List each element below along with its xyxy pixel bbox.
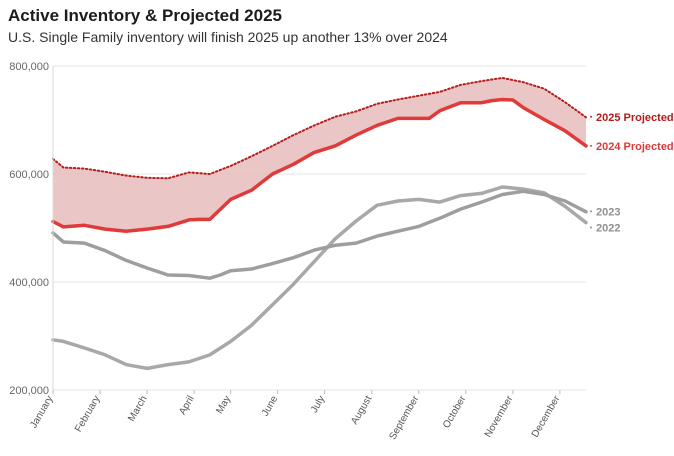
series-end-label: 2024 Projected <box>596 141 674 153</box>
series-end-label: 2023 <box>596 206 620 218</box>
x-tick-label: June <box>260 394 281 419</box>
y-tick-label: 400,000 <box>9 277 49 289</box>
x-tick-label: January <box>28 394 55 430</box>
chart-title: Active Inventory & Projected 2025 <box>8 6 283 25</box>
fill-layer <box>53 77 586 232</box>
projection-band-fill <box>53 77 586 232</box>
line-layer <box>51 76 588 371</box>
x-tick-label: May <box>214 394 233 416</box>
x-tick-label: August <box>349 394 374 427</box>
grid-layer <box>53 65 586 391</box>
end-label-marker <box>590 226 592 229</box>
chart-subtitle: U.S. Single Family inventory will finish… <box>8 29 448 45</box>
end-label-marker <box>590 115 592 118</box>
series-end-label: 2022 <box>596 222 620 234</box>
x-tick-label: September <box>387 393 421 441</box>
series-line-2025-projected <box>52 76 587 180</box>
series-line-2022 <box>51 185 588 371</box>
end-label-marker <box>590 144 592 147</box>
label-layer: 2025 Projected 2024 Projected 2023 2022 <box>590 112 674 234</box>
x-tick-label: November <box>483 393 516 439</box>
x-tick-label: July <box>309 394 327 415</box>
y-tick-label: 800,000 <box>9 61 49 73</box>
y-tick-label: 200,000 <box>9 385 49 397</box>
end-label-marker <box>590 210 592 213</box>
series-line-2024-projected <box>51 97 588 233</box>
x-tick-label: March <box>126 394 149 424</box>
series-end-label: 2025 Projected <box>596 112 674 124</box>
x-tick-label: April <box>177 394 197 417</box>
x-tick-label: December <box>530 393 563 439</box>
x-tick-label: February <box>73 394 103 434</box>
y-tick-label: 600,000 <box>9 169 49 181</box>
axis-layer: 200,000 400,000 600,000 800,000 January Febru… <box>9 61 563 442</box>
x-tick-label: October <box>441 393 469 430</box>
series-line-2023 <box>51 189 588 280</box>
